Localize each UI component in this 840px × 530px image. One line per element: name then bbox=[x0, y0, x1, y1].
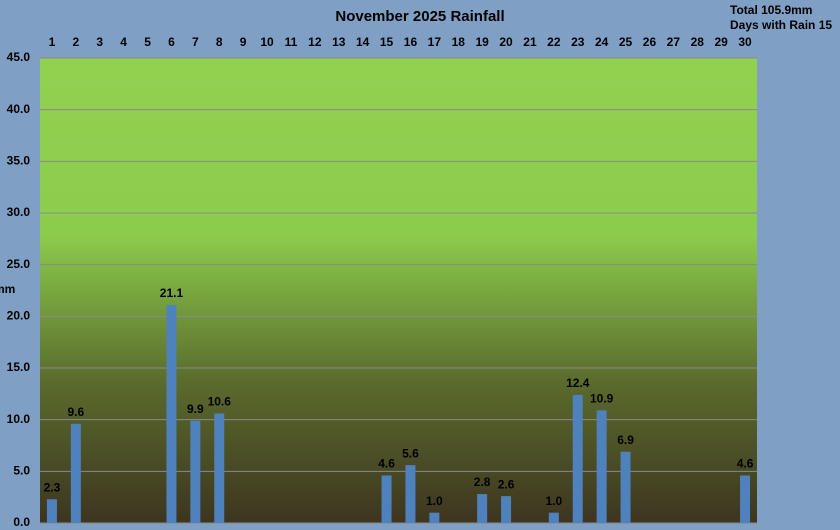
y-tick-label: 25.0 bbox=[7, 257, 31, 271]
x-tick-label: 4 bbox=[120, 35, 127, 49]
x-tick-label: 3 bbox=[96, 35, 103, 49]
x-tick-label: 6 bbox=[168, 35, 175, 49]
x-tick-label: 7 bbox=[192, 35, 199, 49]
data-label: 4.6 bbox=[737, 457, 754, 471]
x-tick-label: 25 bbox=[619, 35, 633, 49]
data-label: 1.0 bbox=[426, 494, 443, 508]
data-label: 2.8 bbox=[474, 475, 491, 489]
y-tick-label: 45.0 bbox=[7, 50, 31, 64]
data-label: 1.0 bbox=[546, 494, 563, 508]
bar bbox=[620, 451, 631, 523]
x-tick-label: 20 bbox=[499, 35, 513, 49]
data-label: 10.9 bbox=[590, 392, 614, 406]
data-label: 21.1 bbox=[160, 286, 184, 300]
y-tick-label: 20.0 bbox=[7, 309, 31, 323]
y-tick-label: 10.0 bbox=[7, 412, 31, 426]
x-tick-label: 9 bbox=[240, 35, 247, 49]
x-tick-label: 24 bbox=[595, 35, 609, 49]
data-label: 9.6 bbox=[68, 405, 85, 419]
y-tick-label: 30.0 bbox=[7, 205, 31, 219]
x-tick-label: 11 bbox=[285, 35, 298, 49]
x-tick-label: 21 bbox=[523, 35, 537, 49]
bar bbox=[190, 420, 201, 523]
x-tick-label: 15 bbox=[380, 35, 394, 49]
bar bbox=[740, 475, 751, 523]
data-label: 6.9 bbox=[617, 433, 634, 447]
x-tick-label: 17 bbox=[428, 35, 442, 49]
bar bbox=[381, 475, 392, 523]
x-tick-label: 18 bbox=[452, 35, 466, 49]
bar bbox=[70, 423, 81, 523]
y-axis-label: mm bbox=[0, 282, 15, 296]
data-label: 2.6 bbox=[498, 477, 515, 491]
x-tick-label: 12 bbox=[308, 35, 322, 49]
x-tick-label: 8 bbox=[216, 35, 223, 49]
x-tick-label: 13 bbox=[332, 35, 346, 49]
bar bbox=[548, 512, 559, 523]
x-tick-label: 26 bbox=[643, 35, 657, 49]
x-tick-label: 30 bbox=[738, 35, 752, 49]
x-tick-label: 2 bbox=[73, 35, 80, 49]
y-tick-label: 5.0 bbox=[13, 464, 30, 478]
y-tick-label: 35.0 bbox=[7, 154, 31, 168]
y-tick-label: 40.0 bbox=[7, 102, 31, 116]
x-tick-label: 23 bbox=[571, 35, 585, 49]
bar bbox=[46, 499, 57, 523]
annotation: Days with Rain 15 bbox=[730, 18, 832, 32]
x-tick-label: 19 bbox=[475, 35, 489, 49]
x-tick-label: 10 bbox=[260, 35, 274, 49]
chart-title: November 2025 Rainfall bbox=[335, 8, 504, 25]
y-tick-label: 0.0 bbox=[13, 515, 30, 529]
bar bbox=[166, 304, 177, 523]
bar bbox=[429, 512, 440, 523]
data-label: 2.3 bbox=[44, 480, 61, 494]
bar bbox=[501, 496, 512, 523]
x-tick-label: 27 bbox=[667, 35, 681, 49]
x-tick-label: 5 bbox=[144, 35, 151, 49]
bar bbox=[405, 465, 416, 523]
data-label: 10.6 bbox=[208, 395, 232, 409]
bar bbox=[214, 413, 225, 523]
x-tick-label: 16 bbox=[404, 35, 418, 49]
x-tick-label: 29 bbox=[714, 35, 728, 49]
data-label: 9.9 bbox=[187, 402, 204, 416]
bar bbox=[596, 410, 607, 523]
x-tick-label: 22 bbox=[547, 35, 561, 49]
bar bbox=[477, 494, 488, 523]
y-tick-label: 15.0 bbox=[7, 360, 31, 374]
x-tick-label: 28 bbox=[691, 35, 705, 49]
data-label: 5.6 bbox=[402, 446, 419, 460]
data-label: 12.4 bbox=[566, 376, 590, 390]
data-label: 4.6 bbox=[378, 457, 395, 471]
x-tick-label: 1 bbox=[49, 35, 56, 49]
bar bbox=[572, 394, 583, 523]
plot-area bbox=[40, 58, 757, 523]
annotation: Total 105.9mm bbox=[730, 3, 812, 17]
x-tick-label: 14 bbox=[356, 35, 370, 49]
